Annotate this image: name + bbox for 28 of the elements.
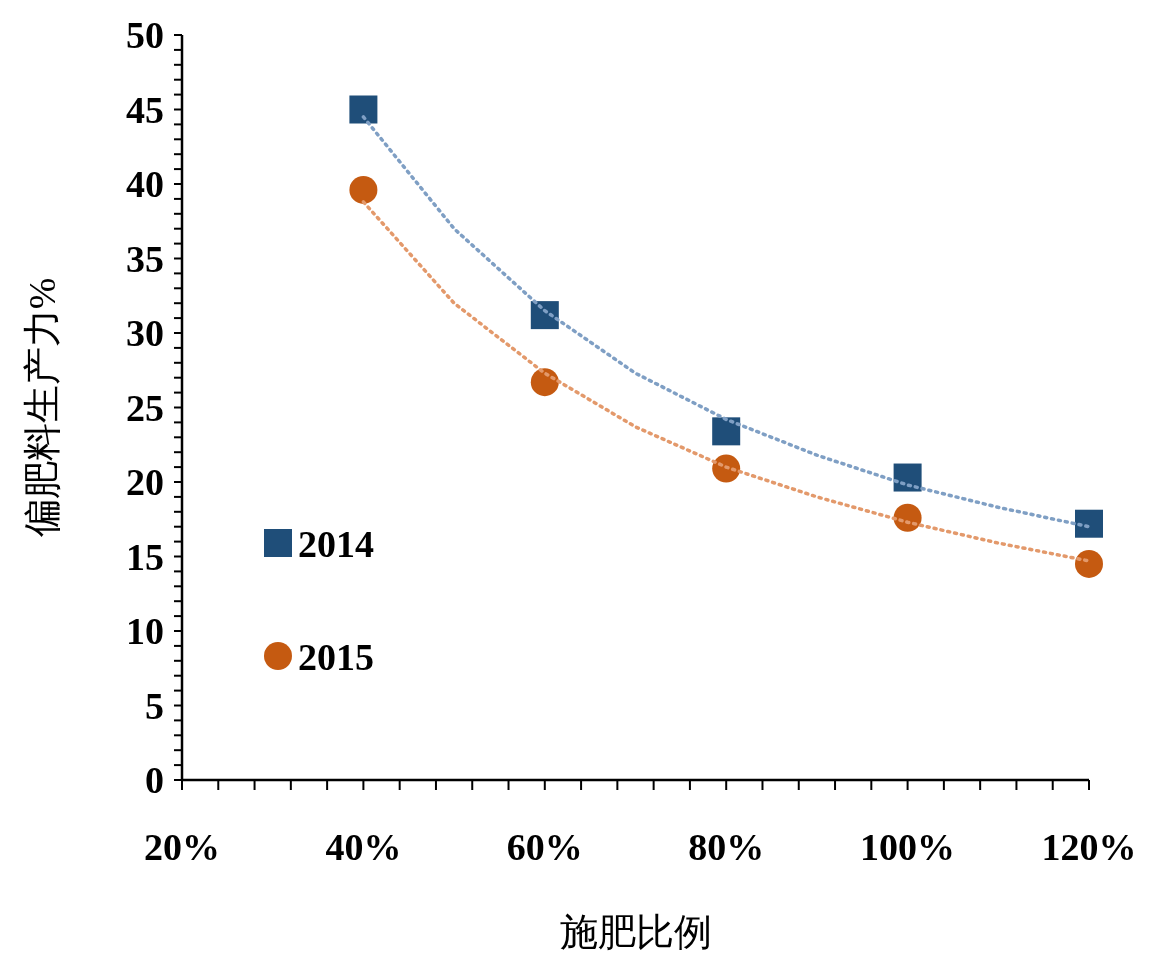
x-tick-label: 20% xyxy=(144,826,220,868)
point xyxy=(1075,549,1103,578)
point xyxy=(1075,509,1103,538)
point xyxy=(893,463,922,492)
point xyxy=(349,175,378,204)
x-axis-title: 施肥比例 xyxy=(559,911,712,953)
y-tick-label: 10 xyxy=(126,610,164,652)
point xyxy=(712,417,741,446)
y-tick-label: 20 xyxy=(126,461,164,503)
legend-label: 2015 xyxy=(298,636,374,678)
y-tick-label: 25 xyxy=(126,386,164,429)
x-tick-label: 100% xyxy=(860,826,956,868)
y-tick-label: 35 xyxy=(126,237,164,280)
y-tick-label: 0 xyxy=(145,759,164,801)
x-tick-label: 80% xyxy=(688,826,765,868)
y-tick-label: 50 xyxy=(126,14,164,56)
y-axis-title: 偏肥料生产力% xyxy=(21,277,63,538)
y-tick-label: 30 xyxy=(126,312,164,354)
point xyxy=(530,368,559,397)
y-tick-label: 40 xyxy=(126,163,164,205)
x-tick-label: 40% xyxy=(325,826,402,868)
point xyxy=(349,95,378,124)
x-tick-label: 120% xyxy=(1041,826,1137,868)
y-tick-label: 5 xyxy=(145,684,164,727)
legend-label: 2014 xyxy=(298,523,374,565)
x-tick-label: 60% xyxy=(506,826,583,868)
y-tick-label: 45 xyxy=(126,88,164,131)
y-tick-label: 15 xyxy=(126,535,164,578)
